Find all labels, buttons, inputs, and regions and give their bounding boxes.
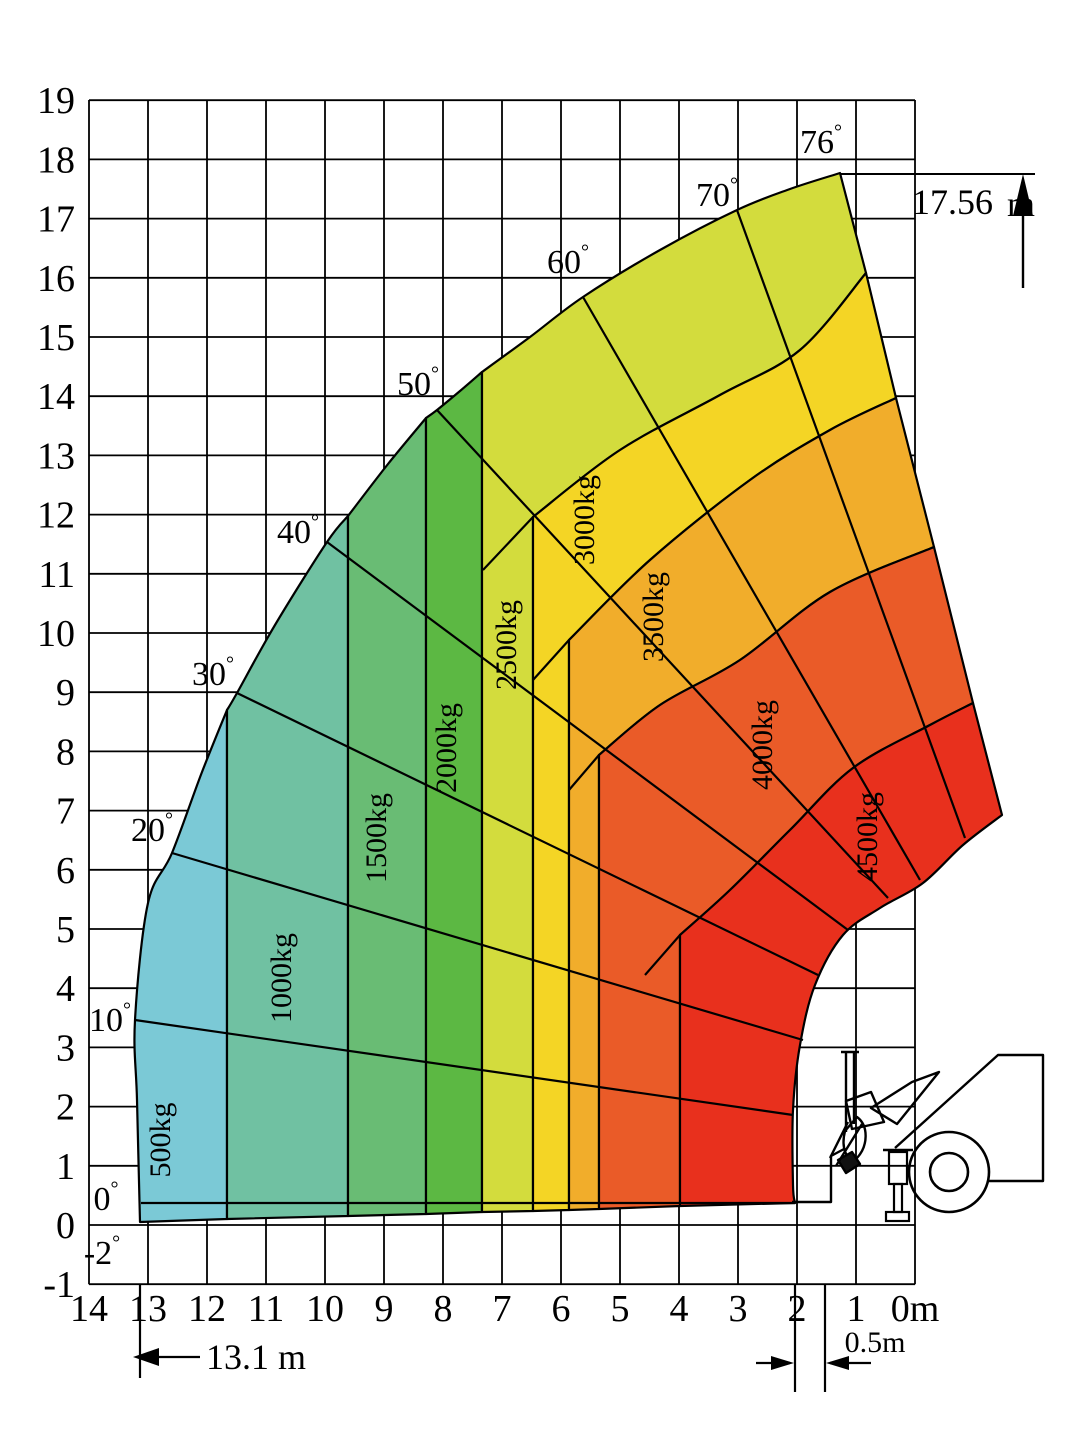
max-height-value: 17.56 bbox=[912, 182, 993, 222]
x-tick-label: 7 bbox=[493, 1288, 512, 1330]
angle-line-70 bbox=[735, 209, 967, 839]
vehicle-wheel bbox=[928, 1151, 970, 1193]
x-tick-label: 6 bbox=[552, 1288, 571, 1330]
y-tick-label: 16 bbox=[37, 258, 75, 300]
zone-2000kg bbox=[424, 370, 484, 1216]
x-tick-label: 13 bbox=[129, 1288, 167, 1330]
angle-label-10: 10° bbox=[89, 999, 131, 1039]
zone-label-4500kg: 4500kg bbox=[851, 792, 884, 882]
angle-label-40: 40° bbox=[277, 511, 319, 551]
x-tick-label: 2 bbox=[788, 1288, 807, 1330]
angle-label-30: 30° bbox=[192, 653, 234, 693]
x-tick-label: 14 bbox=[70, 1288, 108, 1330]
y-tick-label: 4 bbox=[56, 968, 75, 1010]
boom-angle-lines bbox=[134, 209, 967, 1205]
capacity-zones bbox=[133, 171, 1004, 1224]
zone-label-3500kg: 3500kg bbox=[637, 572, 670, 662]
boom-angle-labels: -2° 0° 10° 20° 30° 40° 50° 60° 70° 76° bbox=[84, 121, 842, 1272]
zone-label-500kg: 500kg bbox=[144, 1103, 177, 1178]
zone-label-2000kg: 2000kg bbox=[430, 703, 463, 793]
vehicle-stabilizer bbox=[887, 1150, 909, 1186]
y-tick-label: 13 bbox=[37, 435, 75, 477]
angle-line-30 bbox=[236, 692, 819, 976]
x-tick-label: 5 bbox=[611, 1288, 630, 1330]
axis-tick-labels: 14 13 12 11 10 9 8 7 6 5 4 3 2 1 0m1918171615141312111… bbox=[37, 80, 939, 1330]
y-tick-label: 1 bbox=[56, 1146, 75, 1188]
angle-label-20: 20° bbox=[131, 809, 173, 849]
zone-label-2500kg: 2500kg bbox=[490, 600, 523, 690]
y-tick-label: 10 bbox=[37, 613, 75, 655]
x-tick-label: 1 bbox=[847, 1288, 866, 1330]
y-tick-label: 14 bbox=[37, 376, 75, 418]
offset-arrow bbox=[826, 1356, 849, 1370]
vehicle-stabilizer bbox=[884, 1210, 911, 1223]
cell-boundary-line bbox=[482, 516, 534, 571]
cell-boundary-line bbox=[568, 754, 600, 791]
max-height-unit: m bbox=[1007, 184, 1035, 224]
zone-label-4000kg: 4000kg bbox=[746, 700, 779, 790]
telehandler-illustration bbox=[792, 1050, 1045, 1223]
zone-500kg bbox=[133, 708, 229, 1224]
angle-line-60 bbox=[582, 296, 921, 881]
x-tick-label: 12 bbox=[188, 1288, 226, 1330]
vehicle-part bbox=[841, 1050, 859, 1132]
zone-4500kg bbox=[678, 701, 1004, 1208]
y-tick-label: -1 bbox=[43, 1264, 75, 1306]
angle-label-76: 76° bbox=[800, 121, 842, 161]
y-tick-label: 18 bbox=[37, 139, 75, 181]
vehicle-stabilizer bbox=[892, 1182, 904, 1214]
y-tick-label: 6 bbox=[56, 850, 75, 892]
max-reach-value: 13.1 m bbox=[206, 1337, 306, 1377]
zone-label-1500kg: 1500kg bbox=[360, 793, 393, 883]
vehicle-wheel bbox=[907, 1130, 991, 1214]
zone-label-3000kg: 3000kg bbox=[568, 475, 601, 565]
x-tick-label: 4 bbox=[670, 1288, 689, 1330]
cell-boundary-line bbox=[532, 639, 570, 681]
capacity-zone-labels: 500kg 1000kg 1500kg 2000kg 2500kg 3000kg 3500k… bbox=[144, 475, 884, 1178]
zone-1000kg bbox=[225, 514, 350, 1221]
angle-line-20 bbox=[171, 851, 804, 1042]
vehicle-part bbox=[869, 1070, 941, 1126]
y-tick-label: 12 bbox=[37, 495, 75, 537]
cell-boundary-line bbox=[644, 934, 681, 976]
x-tick-label: 11 bbox=[248, 1288, 285, 1330]
x-tick-label: 8 bbox=[434, 1288, 453, 1330]
vehicle-part bbox=[792, 1147, 845, 1204]
angle-label-50: 50° bbox=[397, 363, 439, 403]
y-tick-label: 8 bbox=[56, 731, 75, 773]
angle-label-70: 70° bbox=[696, 174, 738, 214]
angle-label-60: 60° bbox=[547, 241, 589, 281]
zone-label-1000kg: 1000kg bbox=[265, 933, 298, 1023]
x-tick-label: 9 bbox=[375, 1288, 394, 1330]
y-tick-label: 2 bbox=[56, 1087, 75, 1129]
dimension-annotations: 17.56 m 13.1 m 0.5m bbox=[133, 173, 1035, 1392]
angle-line-50 bbox=[436, 409, 889, 899]
y-tick-label: 0 bbox=[56, 1205, 75, 1247]
angle-label--2: -2° bbox=[84, 1232, 120, 1272]
max-height-arrow-up bbox=[1013, 174, 1033, 216]
max-reach-arrow-left bbox=[133, 1348, 159, 1366]
vehicle-part bbox=[836, 1150, 862, 1175]
angle-label-0: 0° bbox=[94, 1178, 119, 1218]
y-tick-label: 7 bbox=[56, 791, 75, 833]
y-tick-label: 5 bbox=[56, 909, 75, 951]
offset-value: 0.5m bbox=[845, 1326, 906, 1359]
x-tick-label: 0m bbox=[891, 1288, 940, 1330]
offset-arrow bbox=[771, 1356, 794, 1370]
x-tick-label: 3 bbox=[729, 1288, 748, 1330]
y-tick-label: 9 bbox=[56, 672, 75, 714]
angle-line-40 bbox=[326, 541, 849, 931]
y-tick-label: 17 bbox=[37, 199, 75, 241]
y-tick-label: 11 bbox=[38, 554, 75, 596]
vehicle-part bbox=[894, 1053, 1045, 1183]
y-tick-label: 19 bbox=[37, 80, 75, 122]
y-tick-label: 3 bbox=[56, 1027, 75, 1069]
angle-line-10 bbox=[134, 1018, 794, 1117]
y-tick-label: 15 bbox=[37, 317, 75, 359]
vehicle-part bbox=[828, 1121, 864, 1167]
x-tick-label: 10 bbox=[306, 1288, 344, 1330]
